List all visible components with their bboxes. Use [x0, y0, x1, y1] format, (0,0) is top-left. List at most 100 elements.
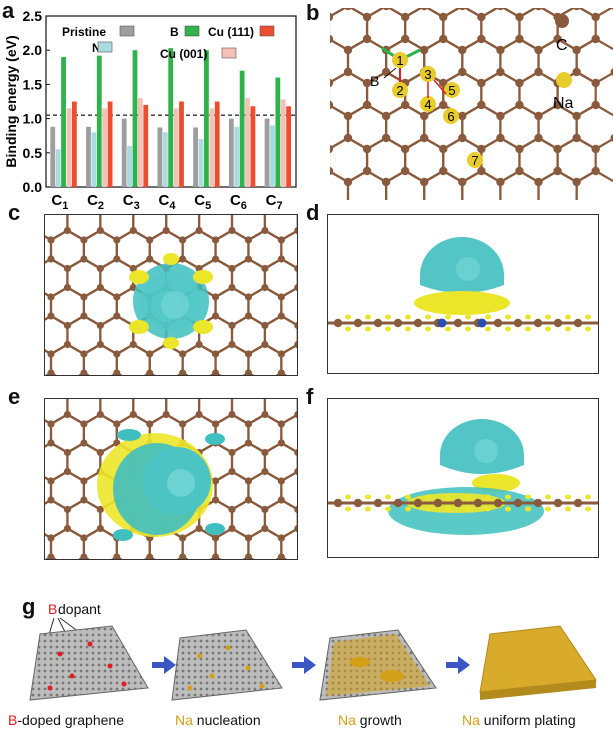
carbon-atom — [381, 177, 391, 187]
carbon-atom — [146, 255, 154, 263]
carbon-atom — [573, 318, 583, 328]
charge-density-side-view-d — [327, 214, 599, 374]
carbon-atom — [553, 498, 563, 508]
bar-B-C1 — [61, 57, 66, 187]
carbon-atom — [572, 45, 581, 55]
yellow-lobe — [345, 326, 351, 332]
bar-pristine-C2 — [86, 126, 91, 187]
carbon-atom — [228, 410, 236, 419]
carbon-atom — [330, 144, 334, 154]
bar-cu001-C2 — [102, 108, 108, 187]
carbon-atom — [343, 133, 353, 143]
carbon-atom — [228, 340, 236, 349]
carbon-atom — [63, 448, 72, 457]
yellow-layer — [414, 291, 510, 315]
carbon-atom — [413, 318, 423, 328]
yellow-lobe — [545, 494, 551, 500]
panel-letter-a: a — [2, 0, 15, 23]
carbon-atom — [277, 534, 285, 542]
carbon-atom — [96, 505, 104, 514]
yellow-lobe — [385, 494, 391, 500]
yellow-lobe — [445, 506, 451, 512]
yellow-lobe — [485, 326, 491, 332]
carbon-atom — [261, 524, 269, 533]
migration-arrow — [433, 79, 447, 95]
carbon-atom — [420, 177, 429, 187]
carbon-atom — [244, 255, 253, 263]
carbon-atom — [534, 8, 543, 11]
bar-B-C2 — [96, 55, 102, 188]
carbon-atom — [515, 166, 524, 176]
carbon-atom — [294, 264, 297, 273]
carbon-atom — [80, 369, 88, 375]
sheet-growth — [319, 629, 437, 701]
carbon-atom — [228, 448, 236, 457]
carbon-atom — [477, 100, 486, 110]
yellow-lobe — [565, 314, 571, 320]
carbon-atom — [534, 133, 543, 143]
carbon-atom — [211, 236, 220, 244]
carbon-atom — [47, 350, 55, 358]
carbon-atom — [113, 255, 121, 263]
bar-pristine-C4 — [157, 127, 163, 187]
carbon-atom — [553, 318, 563, 328]
bar-cu111-C5 — [214, 101, 220, 187]
yellow-lobe — [445, 314, 451, 320]
carbon-atom — [47, 420, 55, 428]
carbon-atom — [146, 236, 154, 244]
carbon-atom — [373, 318, 383, 328]
carbon-atom — [534, 177, 543, 187]
charge-density-top-view-c — [44, 214, 298, 376]
carbon-atom — [453, 318, 463, 328]
carbon-atom — [96, 448, 104, 457]
sodium-site — [420, 96, 436, 112]
carbon-atom — [343, 45, 353, 55]
carbon-atom — [162, 410, 170, 419]
carbon-atom — [330, 12, 334, 22]
yellow-lobe — [425, 326, 431, 332]
bar-N-C6 — [234, 126, 240, 187]
carbon-atom — [80, 553, 88, 559]
carbon-atom — [195, 410, 203, 419]
carbon-atom — [553, 166, 562, 176]
carbon-atom — [533, 498, 543, 508]
carbon-atom — [496, 133, 505, 143]
carbon-atom — [373, 498, 383, 508]
carbon-atom — [47, 312, 55, 320]
carbon-atom — [228, 264, 236, 273]
yellow-lobe — [445, 326, 451, 332]
carbon-atom — [572, 8, 581, 11]
yellow-lobe — [525, 506, 531, 512]
carbon-atom — [228, 321, 236, 330]
carbon-atom — [261, 410, 269, 419]
carbon-atom — [591, 100, 600, 110]
carbon-atom — [353, 318, 363, 328]
carbon-atom — [80, 236, 88, 244]
carbon-atom — [244, 369, 253, 375]
carbon-atom — [400, 100, 410, 110]
carbon-atom — [113, 312, 121, 320]
carbon-atom — [477, 166, 486, 176]
bar-N-C3 — [127, 145, 132, 187]
carbon-atom — [591, 166, 600, 176]
bar-cu001-C6 — [245, 98, 250, 187]
boron-atom — [477, 318, 487, 328]
carbon-atom — [96, 321, 104, 330]
yellow-lobe — [485, 314, 491, 320]
legend-swatch-pristine — [119, 25, 135, 37]
carbon-atom — [439, 100, 448, 110]
bar-cu001-C1 — [66, 108, 72, 187]
carbon-atom — [228, 524, 236, 533]
site-number-label: 7 — [471, 153, 478, 168]
cyan-lobes — [113, 429, 225, 541]
yellow-lobe — [405, 506, 411, 512]
carbon-atom — [195, 226, 203, 235]
y-tick-label: 2.0 — [23, 42, 43, 58]
carbon-atom — [80, 312, 88, 320]
yellow-lobe — [545, 326, 551, 332]
carbon-atom — [591, 34, 600, 44]
carbon-atom — [496, 45, 505, 55]
carbon-atom — [195, 524, 203, 533]
sheet-b-doped — [29, 625, 149, 701]
